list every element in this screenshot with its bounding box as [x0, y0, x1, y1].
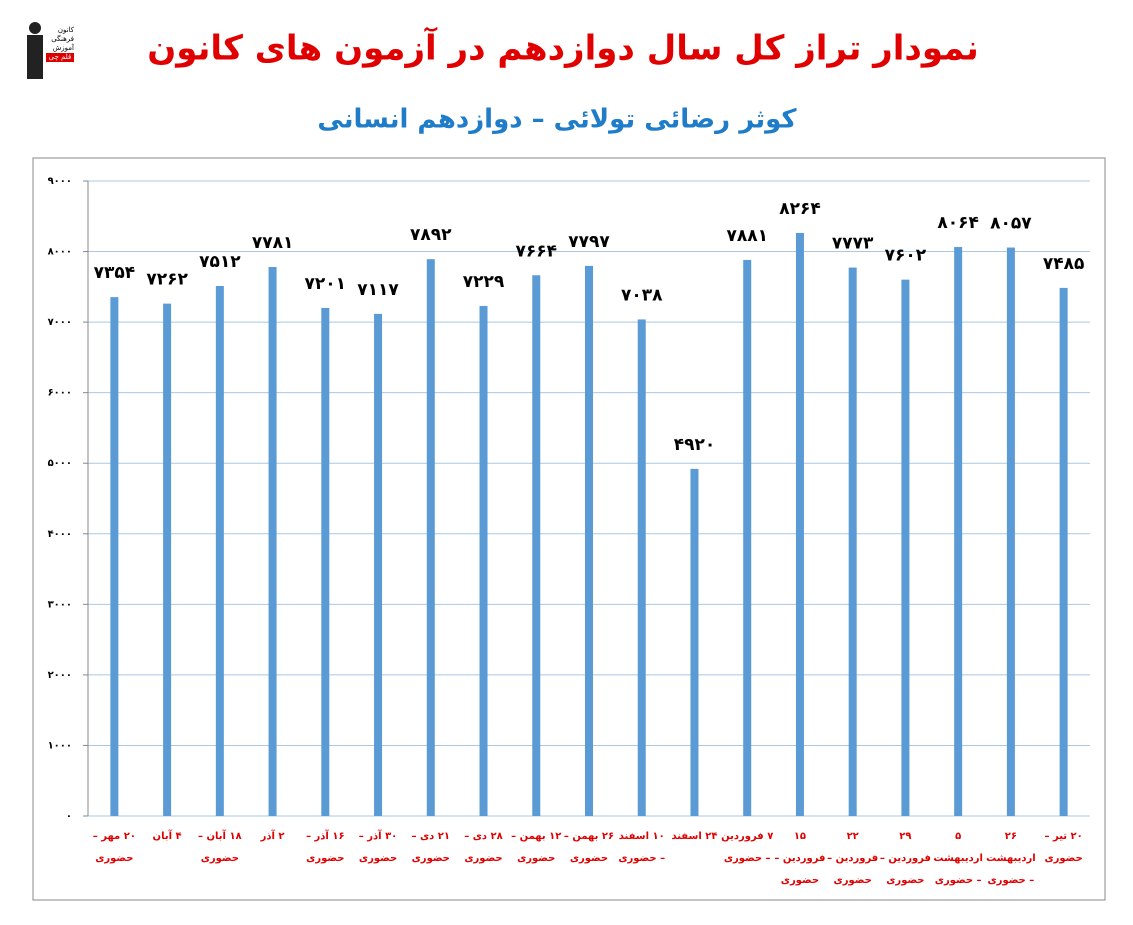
bar [1006, 247, 1015, 817]
logo: کانون فرهنگی آموزش قلم چی [24, 18, 74, 80]
value-label: ۸۲۶۴ [779, 199, 821, 219]
y-tick-label: ۳۰۰۰ [48, 599, 72, 610]
x-tick-label: ۱۸ آبان – حضوری [198, 831, 242, 864]
value-label: ۷۴۸۵ [1043, 254, 1085, 274]
x-tick-label: ۳۰ آذر – حضوری [358, 831, 398, 864]
y-tick-label: ۷۰۰۰ [48, 317, 72, 328]
logo-text: کانون [57, 26, 74, 34]
y-tick-label: ۶۰۰۰ [48, 388, 72, 399]
chart-title: نمودار تراز کل سال دوازدهم در آزمون های … [147, 27, 979, 69]
bar [321, 307, 330, 816]
bar [532, 275, 541, 816]
value-label: ۷۲۶۲ [146, 270, 188, 290]
x-tick-label: ۱۶ آذر – حضوری [306, 831, 345, 864]
x-tick-label: ۲۰ تیر – حضوری [1044, 831, 1083, 864]
value-label: ۷۲۲۹ [463, 272, 505, 292]
y-tick-label: ۰ [66, 811, 72, 822]
value-label: ۷۸۸۱ [726, 226, 768, 246]
value-label: ۷۷۹۷ [568, 232, 610, 252]
y-tick-label: ۱۰۰۰ [48, 740, 72, 751]
bar [743, 259, 752, 816]
value-label: ۷۷۷۳ [832, 234, 874, 254]
x-tick-label: ۵ اردیبهشت – حضوری [933, 831, 983, 886]
y-tick-label: ۸۰۰۰ [48, 247, 72, 258]
x-tick-label: ۲۲ فروردین – حضوری [827, 831, 879, 886]
x-tick-label: ۴ آبان [152, 831, 182, 842]
x-tick-label: ۲ آذر [260, 831, 285, 842]
value-label: ۷۰۳۸ [621, 285, 663, 305]
bar [110, 297, 119, 817]
logo-text: فرهنگی [51, 35, 74, 43]
logo-text: آموزش [52, 44, 74, 52]
value-label: ۷۳۵۴ [94, 263, 136, 283]
bar [690, 468, 699, 816]
bar [637, 319, 646, 816]
logo-text: قلم چی [46, 53, 74, 62]
value-label: ۴۹۲۰ [674, 435, 716, 455]
value-label: ۸۰۶۴ [937, 213, 979, 233]
y-tick-label: ۹۰۰۰ [48, 176, 72, 187]
x-tick-label: ۲۸ دی – حضوری [464, 831, 503, 864]
y-tick-label: ۲۰۰۰ [48, 670, 72, 681]
bar [163, 303, 172, 816]
logo-figure [27, 22, 43, 79]
x-tick-label: ۲۰ مهر – حضوری [92, 831, 136, 864]
value-label: ۷۶۶۴ [516, 241, 558, 261]
value-label: ۷۲۰۱ [305, 274, 347, 294]
x-tick-label: ۱۵ فروردین – حضوری [774, 831, 826, 886]
y-tick-label: ۵۰۰۰ [48, 458, 72, 469]
x-tick-label: ۲۴ اسفند [671, 831, 718, 842]
x-tick-label: ۲۶ بهمن – حضوری [563, 831, 615, 864]
value-label: ۷۶۰۲ [885, 246, 927, 266]
x-tick-label: ۱۰ اسفند – حضوری [618, 831, 666, 864]
x-tick-label: ۷ فروردین – حضوری [721, 831, 774, 864]
y-tick-label: ۴۰۰۰ [48, 529, 72, 540]
x-tick-label: ۲۹ فروردین – حضوری [879, 831, 931, 886]
bar [479, 305, 488, 816]
bar [901, 279, 910, 816]
value-label: ۷۱۱۷ [357, 280, 399, 300]
value-label: ۷۸۹۲ [410, 225, 452, 245]
chart-frame [32, 157, 1106, 901]
bar [848, 267, 857, 816]
bar [1059, 287, 1068, 816]
bar [426, 259, 435, 817]
x-tick-label: ۲۶ اردیبهشت – حضوری [986, 831, 1036, 886]
bar [268, 267, 277, 817]
x-tick-label: ۱۲ بهمن – حضوری [511, 831, 562, 864]
bar [215, 285, 224, 816]
chart-subtitle: کوثر رضائی تولائی – دوازدهم انسانی [317, 105, 797, 135]
value-label: ۸۰۵۷ [990, 214, 1032, 234]
bar [585, 265, 593, 817]
bar [795, 232, 804, 816]
value-label: ۷۵۱۲ [199, 252, 241, 272]
value-label: ۷۷۸۱ [252, 233, 294, 253]
bar [374, 313, 383, 816]
bar [954, 247, 963, 817]
x-tick-label: ۲۱ دی – حضوری [411, 831, 451, 864]
